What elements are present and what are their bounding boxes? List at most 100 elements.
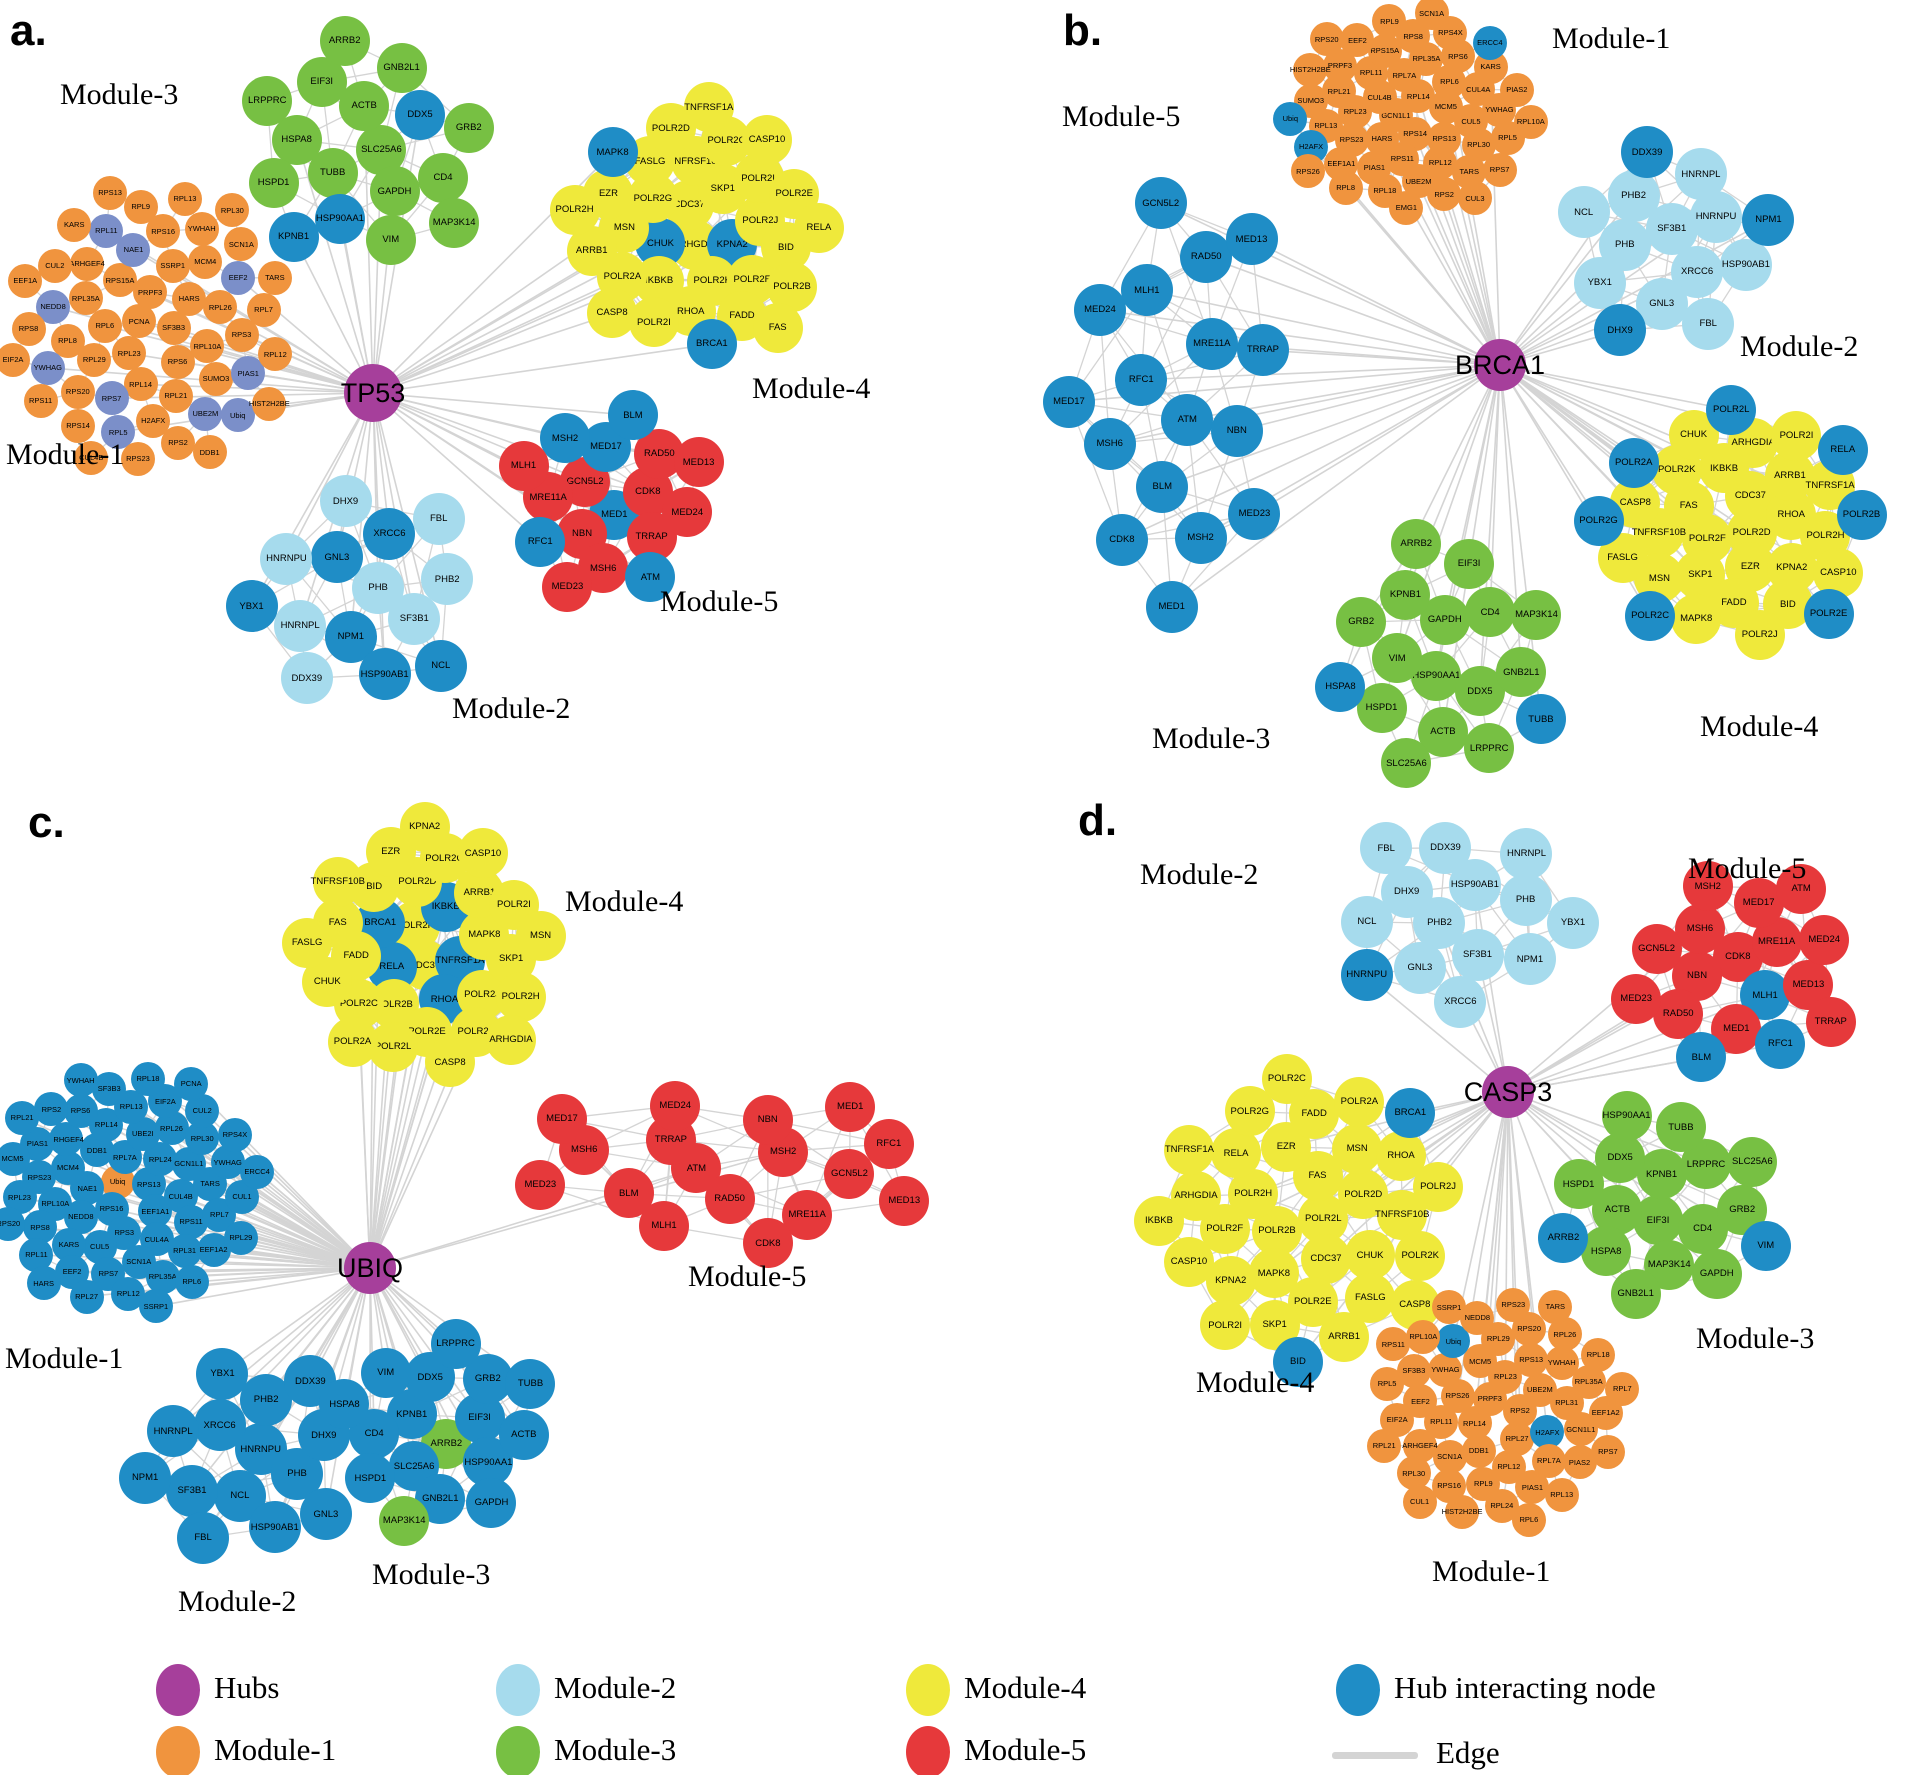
b-node-rps2: RPS2 <box>1427 177 1462 212</box>
c-node-phb2: PHB2 <box>240 1373 293 1426</box>
b-node-polr2e: POLR2E <box>1803 589 1854 640</box>
c-node-sf3b3: SF3B3 <box>92 1072 127 1107</box>
d-node-rad50: RAD50 <box>1653 988 1704 1039</box>
b-node-hsp90ab1: HSP90AB1 <box>1719 238 1772 291</box>
edge <box>1499 364 1732 411</box>
b-node-rpl10a: RPL10A <box>1513 104 1548 139</box>
b-node-ncl: NCL <box>1557 186 1610 239</box>
a-node-rpl13: RPL13 <box>167 182 202 217</box>
a-node-ddb1: DDB1 <box>192 435 227 470</box>
legend-label-module-2: Module-2 <box>554 1670 677 1705</box>
legend-label-edge: Edge <box>1436 1735 1500 1770</box>
d-node-kpna2: KPNA2 <box>1205 1256 1256 1307</box>
d-node-rpl13: RPL13 <box>1544 1477 1579 1512</box>
d-node-pias1: PIAS1 <box>1515 1470 1550 1505</box>
a-node-rps3: RPS3 <box>224 317 259 352</box>
c-node-polr2h: POLR2H <box>495 972 546 1023</box>
a-node-hnrnpl: HNRNPL <box>274 599 327 652</box>
edge <box>1251 238 1501 366</box>
b-node-hspd1: HSPD1 <box>1356 682 1407 733</box>
a-node-ddx5: DDX5 <box>394 89 445 140</box>
legend-label-module-5: Module-5 <box>964 1732 1087 1767</box>
a-node-rfc1: RFC1 <box>515 516 566 567</box>
c-node-rad50: RAD50 <box>704 1173 755 1224</box>
legend-swatch-edge <box>1332 1752 1418 1759</box>
a-node-cd4: CD4 <box>418 152 469 203</box>
a-module-label-m4: Module-4 <box>752 372 871 405</box>
b-node-hist2h2be: HIST2H2BE <box>1290 53 1331 88</box>
c-node-casp10: CASP10 <box>457 828 508 879</box>
d-node-msh2: MSH2 <box>1682 861 1733 912</box>
legend-swatch-module-2 <box>496 1664 540 1716</box>
b-node-rps26: RPS26 <box>1290 154 1325 189</box>
c-node-rps6: RPS6 <box>63 1094 98 1129</box>
a-node-eef1a: EEF1A <box>8 264 43 299</box>
d-node-rpl18: RPL18 <box>1581 1337 1616 1372</box>
panel-letter-b: b. <box>1063 6 1103 55</box>
b-node-hnrnpl: HNRNPL <box>1674 148 1727 201</box>
a-node-hist2h2be: HIST2H2BE <box>249 386 290 421</box>
b-node-gcn5l2: GCN5L2 <box>1134 177 1187 230</box>
c-node-msn: MSN <box>515 911 566 962</box>
a-node-sumo3: SUMO3 <box>198 361 233 396</box>
c-module-label-m2: Module-2 <box>178 1585 297 1618</box>
d-node-trrap: TRRAP <box>1805 996 1856 1047</box>
b-node-ercc4: ERCC4 <box>1472 25 1507 60</box>
b-node-rfc1: RFC1 <box>1115 353 1168 406</box>
c-node-pcna: PCNA <box>174 1066 209 1101</box>
edge <box>1162 364 1501 488</box>
a-node-rpl7: RPL7 <box>246 293 281 328</box>
b-node-mlh1: MLH1 <box>1120 264 1173 317</box>
a-node-cul2: CUL2 <box>37 248 72 283</box>
a-node-rpl35a: RPL35A <box>68 281 103 316</box>
d-node-med23: MED23 <box>1611 973 1662 1024</box>
a-node-rpl14: RPL14 <box>123 367 158 402</box>
d-node-ssrp1: SSRP1 <box>1432 1290 1466 1325</box>
edge <box>1507 1056 1702 1093</box>
a-node-ube2m: UBE2M <box>188 396 223 431</box>
b-node-cul3: CUL3 <box>1457 181 1492 216</box>
c-node-med23: MED23 <box>515 1160 566 1211</box>
b-node-kpnb1: KPNB1 <box>1380 569 1431 620</box>
d-node-ddx39: DDX39 <box>1419 821 1472 874</box>
d-node-cdc37: CDC37 <box>1300 1233 1351 1284</box>
c-node-npm1: NPM1 <box>119 1451 172 1504</box>
b-node-lrpprc: LRPPRC <box>1464 723 1515 774</box>
a-module-label-m1: Module-1 <box>6 438 125 471</box>
edge <box>369 1031 428 1269</box>
edge <box>1366 974 1509 1093</box>
a-node-rpl10a: RPL10A <box>190 329 225 364</box>
d-node-polr2a: POLR2A <box>1334 1076 1385 1127</box>
d-node-fbl: FBL <box>1360 822 1413 875</box>
d-node-rpl30: RPL30 <box>1396 1456 1431 1491</box>
c-node-lrpprc: LRPPRC <box>430 1318 481 1369</box>
a-node-lrpprc: LRPPRC <box>242 75 293 126</box>
d-node-cul1: CUL1 <box>1402 1485 1437 1520</box>
a-node-arhgef4: ARHGEF4 <box>69 246 105 281</box>
edge <box>1099 309 1501 366</box>
c-module-label-m4: Module-4 <box>565 885 684 918</box>
d-node-gcn5l2: GCN5L2 <box>1631 923 1682 974</box>
c-node-msh6: MSH6 <box>559 1124 610 1175</box>
d-module-label-m2: Module-2 <box>1140 858 1259 891</box>
edge <box>339 218 374 394</box>
b-node-mapk8: MAPK8 <box>1671 594 1722 645</box>
b-node-dhx9: DHX9 <box>1594 304 1647 357</box>
panel-letter-d: d. <box>1078 796 1118 845</box>
c-node-sf3b1: SF3B1 <box>166 1464 218 1517</box>
a-node-polr2d: POLR2D <box>645 103 696 154</box>
edge <box>1236 364 1501 432</box>
d-node-hnrnpu: HNRNPU <box>1340 949 1393 1002</box>
b-node-rad50: RAD50 <box>1180 230 1233 283</box>
d-node-msn: MSN <box>1332 1123 1383 1174</box>
a-node-vim: VIM <box>365 215 416 266</box>
d-node-polr2k: POLR2K <box>1395 1231 1446 1282</box>
edge <box>372 392 541 543</box>
a-node-phb: PHB <box>352 562 405 615</box>
a-node-scn1a: SCN1A <box>224 227 259 262</box>
legend-swatch-module-4 <box>906 1664 950 1716</box>
a-node-casp8: CASP8 <box>587 288 638 339</box>
a-node-ywhag: YWHAG <box>30 350 65 385</box>
a-node-rps11: RPS11 <box>23 384 58 419</box>
c-node-rps4x: RPS4X <box>217 1117 252 1152</box>
